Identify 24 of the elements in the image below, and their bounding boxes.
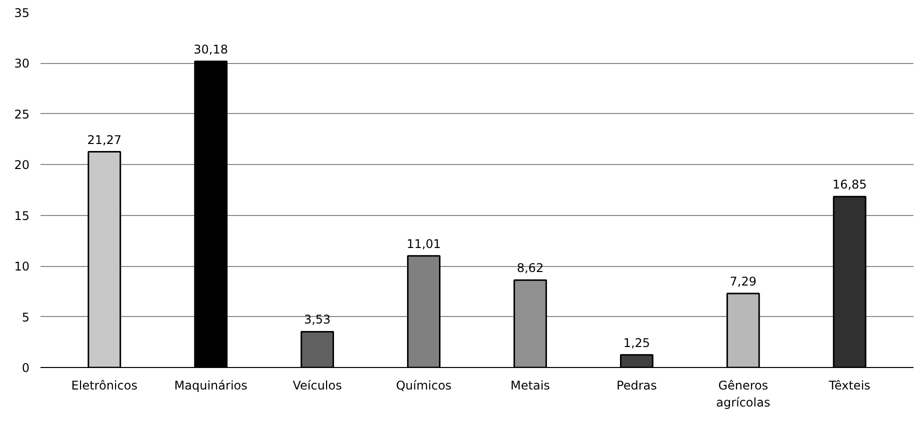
y-tick-label: 10	[14, 260, 30, 274]
data-label: 7,29	[730, 274, 757, 289]
y-tick-label: 25	[14, 107, 30, 122]
data-label: 3,53	[304, 312, 331, 327]
data-label: 1,25	[623, 336, 650, 350]
y-tick-label: 0	[22, 361, 30, 375]
x-tick-label: Metais	[510, 378, 550, 392]
data-label: 11,01	[406, 236, 441, 251]
y-tick-label: 20	[14, 158, 30, 172]
data-label: 30,18	[194, 42, 228, 56]
x-tick-label: Maquinários	[174, 378, 248, 392]
data-label: 21,27	[87, 132, 122, 147]
x-tick-label: Pedras	[616, 378, 657, 392]
x-tick-label: Eletrônicos	[71, 378, 138, 392]
y-tick-label: 30	[14, 56, 30, 71]
y-tick-label: 35	[14, 6, 30, 20]
y-tick-label: 15	[14, 208, 30, 223]
data-label: 8,62	[516, 261, 544, 276]
x-tick-label: Gêneros agrícolas	[716, 378, 770, 410]
x-tick-label: Químicos	[396, 378, 452, 392]
x-tick-label: Têxteis	[828, 378, 870, 392]
y-tick-label: 5	[22, 310, 30, 324]
x-tick-label: Veículos	[292, 378, 342, 392]
data-label: 16,85	[832, 178, 867, 192]
